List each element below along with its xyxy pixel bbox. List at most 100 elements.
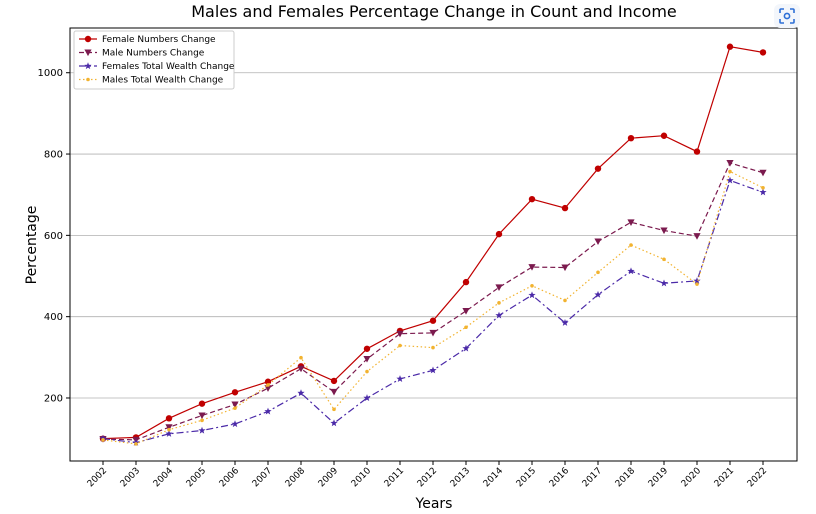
data-point bbox=[495, 230, 503, 238]
data-point bbox=[759, 169, 767, 177]
data-point bbox=[396, 330, 404, 338]
data-point bbox=[627, 134, 635, 142]
y-tick-label: 1000 bbox=[38, 68, 63, 79]
data-point bbox=[167, 427, 171, 432]
data-point bbox=[101, 438, 105, 442]
data-point bbox=[363, 345, 371, 352]
data-point bbox=[330, 377, 338, 385]
data-point bbox=[200, 418, 204, 423]
data-point bbox=[365, 369, 369, 374]
data-point bbox=[528, 291, 536, 299]
data-point bbox=[528, 264, 536, 271]
legend-entry: Male Numbers Change bbox=[79, 49, 205, 59]
x-tick-label: 2002 bbox=[86, 466, 109, 489]
data-point bbox=[231, 420, 239, 428]
y-tick-label: 200 bbox=[44, 393, 63, 404]
data-point bbox=[330, 388, 338, 396]
legend-marker bbox=[84, 49, 92, 57]
x-tick-label: 2012 bbox=[416, 466, 439, 489]
data-point bbox=[299, 355, 303, 360]
data-point bbox=[759, 49, 767, 56]
data-point bbox=[761, 185, 765, 190]
data-point bbox=[462, 344, 470, 352]
x-tick-label: 2007 bbox=[251, 466, 274, 489]
data-point bbox=[728, 169, 732, 174]
x-tick-label: 2011 bbox=[383, 466, 406, 489]
data-point bbox=[726, 43, 734, 50]
legend-marker bbox=[84, 35, 92, 43]
x-tick-label: 2021 bbox=[713, 466, 736, 489]
legend-marker bbox=[84, 62, 92, 70]
data-point bbox=[629, 243, 633, 247]
data-point bbox=[726, 176, 734, 184]
x-axis-ticks: 2002 2003 2004 2005 2006 2007 2008 2009 2010 2011… bbox=[86, 461, 769, 489]
data-point bbox=[431, 345, 435, 350]
x-axis-label: Years bbox=[415, 496, 453, 512]
series-3 bbox=[99, 176, 767, 446]
series-group bbox=[99, 43, 767, 446]
x-tick-label: 2014 bbox=[482, 466, 505, 489]
chart-title: Males and Females Percentage Change in C… bbox=[191, 2, 677, 21]
data-point bbox=[561, 264, 569, 272]
x-tick-label: 2004 bbox=[152, 466, 175, 489]
data-point bbox=[726, 159, 734, 167]
legend-marker bbox=[86, 77, 90, 82]
y-axis-ticks: 200 400 600 800 1000 bbox=[38, 68, 70, 404]
legend-label: Males Total Wealth Change bbox=[102, 76, 224, 86]
data-point bbox=[363, 355, 371, 363]
x-tick-label: 2020 bbox=[680, 466, 703, 489]
y-tick-label: 400 bbox=[44, 312, 63, 323]
scan-button[interactable] bbox=[774, 4, 800, 28]
data-point bbox=[660, 132, 668, 139]
x-tick-label: 2015 bbox=[515, 466, 538, 489]
data-point bbox=[165, 415, 173, 422]
scan-icon bbox=[779, 8, 795, 24]
data-point bbox=[561, 204, 569, 212]
data-point bbox=[693, 277, 701, 284]
data-point bbox=[464, 325, 468, 330]
data-point bbox=[462, 307, 470, 315]
data-point bbox=[396, 375, 404, 382]
x-tick-label: 2003 bbox=[119, 466, 142, 489]
x-tick-label: 2019 bbox=[647, 466, 670, 489]
data-point bbox=[627, 219, 635, 226]
data-point bbox=[231, 401, 239, 409]
legend-box bbox=[73, 30, 235, 90]
x-tick-label: 2022 bbox=[746, 466, 769, 489]
data-point bbox=[627, 267, 635, 275]
data-point bbox=[693, 233, 701, 240]
data-point bbox=[198, 400, 206, 407]
data-point bbox=[662, 257, 666, 262]
x-tick-label: 2009 bbox=[317, 466, 340, 489]
x-tick-label: 2016 bbox=[548, 466, 571, 489]
data-point bbox=[165, 424, 173, 431]
data-point bbox=[660, 227, 668, 235]
legend-label: Females Total Wealth Change bbox=[102, 62, 235, 72]
series-4 bbox=[101, 169, 765, 446]
series-2 bbox=[99, 159, 767, 444]
data-point bbox=[233, 406, 237, 410]
data-point bbox=[594, 290, 602, 298]
series-line bbox=[102, 162, 764, 441]
data-point bbox=[660, 279, 668, 287]
data-point bbox=[165, 429, 173, 437]
legend-label: Female Numbers Change bbox=[102, 35, 216, 45]
data-point bbox=[398, 343, 402, 348]
data-point bbox=[297, 365, 305, 373]
x-tick-label: 2017 bbox=[581, 466, 604, 489]
x-tick-label: 2006 bbox=[218, 466, 241, 489]
data-point bbox=[429, 329, 437, 337]
data-point bbox=[462, 278, 470, 286]
data-point bbox=[530, 283, 534, 288]
data-point bbox=[693, 148, 701, 155]
data-point bbox=[297, 389, 305, 397]
data-point bbox=[264, 407, 272, 415]
legend-entry: Female Numbers Change bbox=[79, 35, 216, 45]
data-point bbox=[596, 270, 600, 275]
series-line bbox=[102, 46, 764, 440]
data-point bbox=[266, 383, 270, 387]
data-point bbox=[561, 318, 569, 326]
legend-entry: Females Total Wealth Change bbox=[79, 62, 235, 72]
data-point bbox=[594, 165, 602, 172]
